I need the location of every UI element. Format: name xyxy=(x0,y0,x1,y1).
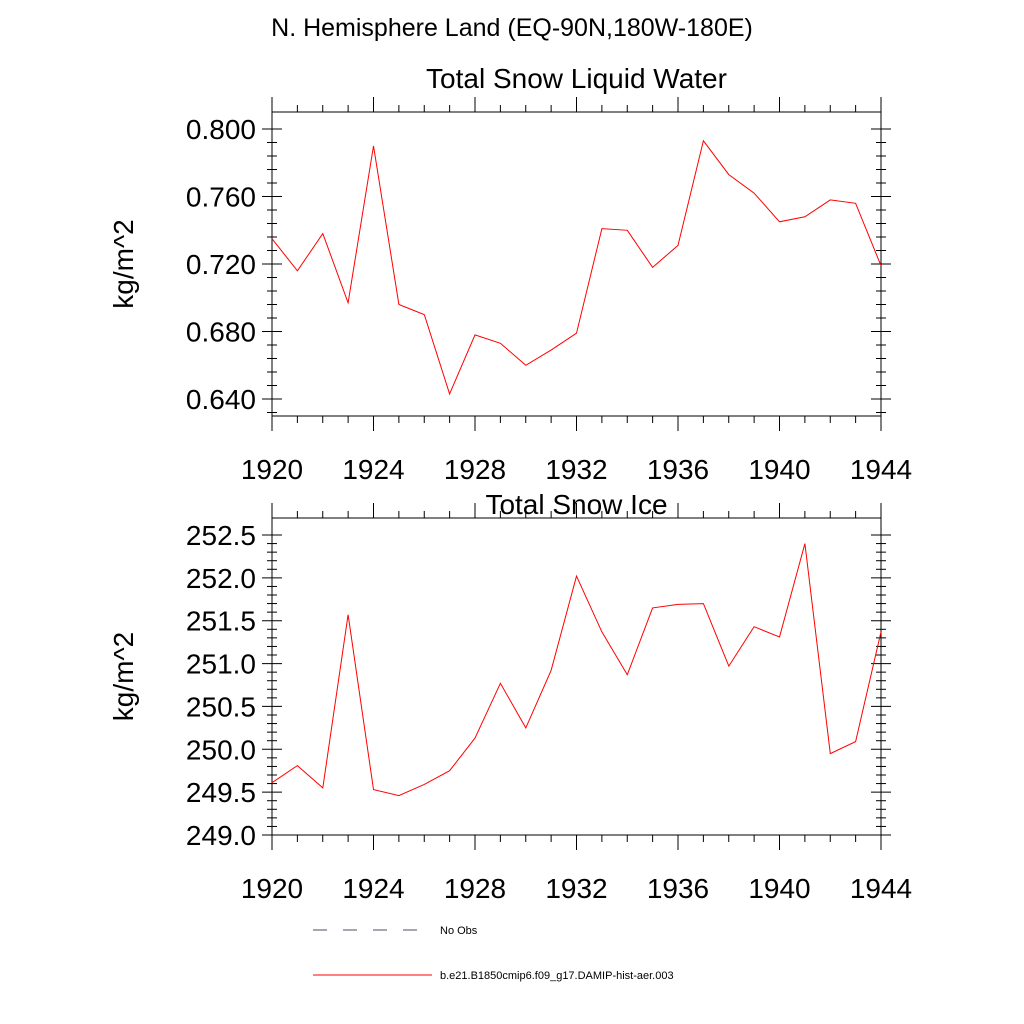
plot-frame xyxy=(271,111,882,417)
x-tick-label: 1924 xyxy=(342,454,404,485)
x-tick-label: 1928 xyxy=(444,454,506,485)
y-tick-label: 0.720 xyxy=(186,249,256,280)
y-tick-label: 252.0 xyxy=(186,563,256,594)
x-tick-label: 1928 xyxy=(444,873,506,904)
x-tick-label: 1924 xyxy=(342,873,404,904)
x-tick-label: 1936 xyxy=(647,873,709,904)
x-tick-label: 1944 xyxy=(850,454,912,485)
x-tick-label: 1920 xyxy=(241,873,303,904)
legend-label: No Obs xyxy=(440,925,478,937)
y-tick-label: 0.680 xyxy=(186,317,256,348)
x-tick-label: 1932 xyxy=(545,873,607,904)
y-axis-label: kg/m^2 xyxy=(108,219,139,308)
y-tick-label: 249.0 xyxy=(186,820,256,851)
legend: No Obs b.e21.B1850cmip6.f09_g17.DAMIP-his… xyxy=(313,925,674,982)
x-tick-label: 1920 xyxy=(241,454,303,485)
y-tick-label: 250.5 xyxy=(186,691,256,722)
y-axis-label: kg/m^2 xyxy=(108,632,139,721)
y-tick-label: 250.0 xyxy=(186,734,256,765)
y-tick-label: 252.5 xyxy=(186,520,256,551)
y-tick-label: 251.5 xyxy=(186,606,256,637)
x-tick-label: 1944 xyxy=(850,873,912,904)
y-tick-label: 0.760 xyxy=(186,182,256,213)
x-tick-label: 1932 xyxy=(545,454,607,485)
y-tick-label: 251.0 xyxy=(186,649,256,680)
y-tick-label: 0.640 xyxy=(186,384,256,415)
series-line xyxy=(271,139,882,396)
x-tick-label: 1940 xyxy=(748,873,810,904)
page-title: N. Hemisphere Land (EQ-90N,180W-180E) xyxy=(271,14,753,42)
x-tick-label: 1936 xyxy=(647,454,709,485)
panel-title: Total Snow Liquid Water xyxy=(426,63,727,94)
panel-snow-liquid-water: Total Snow Liquid Water 1920 1924 1928 1932 1… xyxy=(108,63,912,485)
y-tick-label: 249.5 xyxy=(186,777,256,808)
legend-label: b.e21.B1850cmip6.f09_g17.DAMIP-hist-aer.… xyxy=(440,970,674,982)
series-line xyxy=(271,543,882,797)
x-tick-label: 1940 xyxy=(748,454,810,485)
y-tick-label: 0.800 xyxy=(186,114,256,145)
plot-frame xyxy=(271,517,882,836)
